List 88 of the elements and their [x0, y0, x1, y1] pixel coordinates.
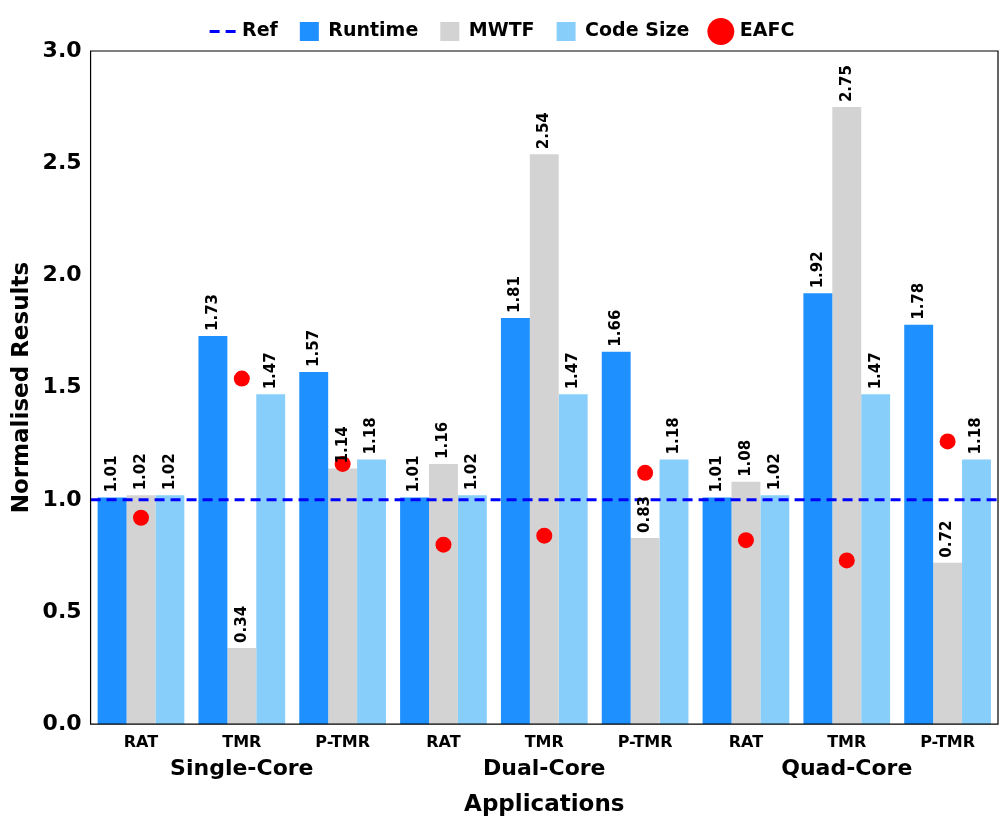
x-tick-label: P-TMR: [617, 731, 673, 751]
data-label: 0.34: [231, 605, 250, 643]
bar: [400, 497, 430, 725]
data-label: 1.66: [606, 309, 625, 347]
bar: [529, 154, 559, 725]
bar: [601, 351, 631, 725]
point: [737, 532, 754, 549]
bar: [457, 495, 487, 725]
bar: [198, 335, 228, 725]
bar: [299, 371, 329, 725]
bar: [760, 495, 790, 725]
data-label: 1.14: [332, 426, 351, 464]
data-label: 1.18: [966, 417, 985, 455]
y-tick-label: 2.0: [42, 261, 82, 287]
text: Quad-Core: [781, 754, 913, 780]
point: [536, 527, 553, 544]
data-label: 1.08: [735, 439, 754, 477]
y-tick-label: 1.0: [42, 485, 82, 511]
data-label: 1.78: [908, 282, 927, 320]
bar: [659, 459, 689, 725]
data-label: 1.02: [159, 453, 178, 491]
bar: [702, 497, 732, 725]
legend-label: MWTF: [468, 18, 535, 41]
data-label: 0.83: [635, 495, 653, 533]
bar: [328, 468, 358, 725]
bar: [558, 394, 588, 725]
bar: [630, 537, 660, 725]
x-tick-label: RAT: [728, 731, 764, 751]
legend-label: Ref: [242, 18, 279, 41]
bar: [731, 481, 761, 725]
bar: [500, 318, 530, 725]
x-tick-label: RAT: [123, 731, 159, 751]
bar: [357, 459, 386, 725]
data-label: 1.02: [130, 453, 149, 491]
data-label: 1.01: [101, 455, 120, 493]
y-tick-label: 1.5: [42, 373, 82, 399]
data-label: 1.47: [865, 352, 884, 390]
data-label: 1.47: [563, 352, 582, 390]
data-label: 1.02: [764, 453, 783, 491]
data-label: 1.47: [260, 352, 279, 390]
legend-label: Code Size: [585, 18, 690, 41]
data-label: 1.81: [505, 276, 524, 314]
y-tick-label: 0.0: [42, 709, 82, 735]
bar: [126, 495, 156, 725]
point: [838, 552, 855, 569]
bar: [256, 394, 286, 725]
bar: [803, 293, 833, 725]
bar: [155, 495, 185, 725]
point: [435, 536, 452, 553]
data-label: 0.72: [937, 520, 956, 558]
point: [233, 370, 250, 387]
y-tick-label: 2.5: [42, 148, 82, 174]
x-tick-label: TMR: [222, 731, 262, 751]
data-label: 2.75: [836, 65, 855, 103]
data-label: 1.01: [706, 455, 725, 493]
text: Dual-Core: [483, 754, 606, 780]
text: Single-Core: [170, 754, 314, 780]
y-axis-title: Normalised Results: [6, 261, 33, 514]
data-label: 1.02: [462, 453, 481, 491]
point: [132, 509, 149, 526]
data-label: 1.18: [361, 417, 380, 455]
x-tick-label: TMR: [827, 731, 867, 751]
x-tick-label: RAT: [426, 731, 461, 751]
point: [637, 464, 654, 481]
bar: [904, 324, 934, 725]
data-label: 1.92: [807, 251, 826, 289]
data-label: 1.73: [202, 293, 221, 331]
x-tick-label: P-TMR: [920, 731, 976, 751]
bar: [832, 107, 862, 725]
legend-label: EAFC: [739, 18, 795, 41]
bar: [429, 463, 458, 725]
data-label: 1.57: [303, 329, 322, 367]
data-label: 2.54: [534, 112, 553, 150]
point: [939, 433, 956, 450]
data-label: 1.18: [663, 417, 682, 455]
bar: [933, 562, 963, 725]
bar: [227, 647, 257, 725]
bar: [97, 497, 127, 725]
bar: [962, 459, 991, 725]
x-axis-title: Applications: [464, 790, 625, 817]
x-tick-label: P-TMR: [315, 731, 371, 751]
legend-label: Runtime: [328, 18, 419, 41]
y-tick-label: 0.5: [42, 597, 82, 623]
y-tick-label: 3.0: [42, 36, 82, 62]
bar: [861, 394, 891, 725]
x-tick-label: TMR: [524, 731, 564, 751]
data-label: 1.01: [404, 455, 423, 493]
data-label: 1.16: [433, 421, 452, 459]
